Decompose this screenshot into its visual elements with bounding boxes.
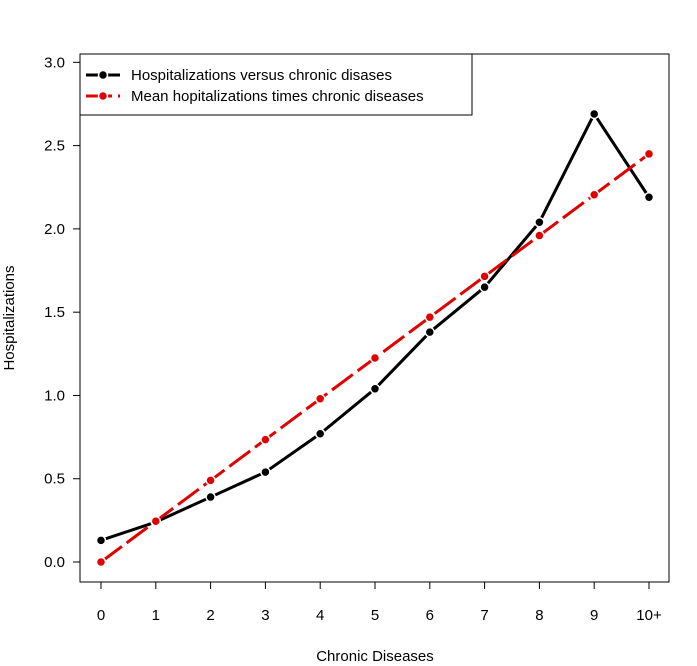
series-1-point-0 <box>95 556 107 568</box>
plot-frame <box>79 53 670 583</box>
series-1-point-10 <box>643 148 655 160</box>
series-1-point-4 <box>314 393 326 405</box>
series-1-point-1 <box>150 515 162 527</box>
legend-marker-0 <box>97 69 109 81</box>
y-tick-label-3: 1.5 <box>44 304 65 321</box>
y-axis-label: Hospitalizations <box>1 265 18 370</box>
legend-label-0: Hospitalizations versus chronic disases <box>131 67 392 84</box>
x-tick-label-0: 0 <box>97 607 105 624</box>
series-0-point-5 <box>369 383 381 395</box>
series-1-point-8 <box>534 230 545 241</box>
series-0-point-4 <box>314 428 326 440</box>
x-tick-label-9: 9 <box>590 607 598 624</box>
series-0-point-6 <box>424 326 436 338</box>
series-line-0 <box>100 112 651 542</box>
x-tick-label-7: 7 <box>480 607 488 624</box>
x-tick-label-8: 8 <box>535 607 543 624</box>
legend-box <box>79 53 473 116</box>
y-tick-label-4: 2.0 <box>44 221 65 238</box>
series-1-point-7 <box>479 271 490 282</box>
y-tick-label-0: 0.0 <box>44 554 65 571</box>
series-1-point-3 <box>260 434 271 445</box>
x-axis: 0 1 2 3 4 5 6 7 8 9 10+ <box>97 582 662 624</box>
series-1-point-6 <box>424 311 436 323</box>
y-tick-label-1: 0.5 <box>44 471 65 488</box>
x-tick-label-3: 3 <box>261 607 269 624</box>
y-tick-label-5: 2.5 <box>44 138 65 155</box>
series-0-point-3 <box>260 466 271 478</box>
series-0-point-9 <box>588 108 600 120</box>
legend-marker-1 <box>97 90 109 102</box>
series-1-point-5 <box>369 352 381 364</box>
x-tick-label-10: 10+ <box>636 607 662 624</box>
x-tick-label-4: 4 <box>316 607 324 624</box>
y-tick-label-6: 3.0 <box>44 54 65 71</box>
series-0-point-0 <box>95 535 107 546</box>
x-tick-label-2: 2 <box>206 607 214 624</box>
series-0-point-2 <box>205 491 216 503</box>
series-0-point-7 <box>479 281 490 293</box>
legend: Hospitalizations versus chronic disases M… <box>79 53 473 116</box>
series-1-point-9 <box>588 189 600 200</box>
series-layer <box>95 108 655 568</box>
x-axis-label: Chronic Diseases <box>316 648 434 665</box>
series-1-point-2 <box>205 475 216 486</box>
legend-label-1: Mean hopitalizations times chronic disea… <box>131 88 424 105</box>
y-axis: 0.0 0.5 1.0 1.5 2.0 2.5 3.0 <box>44 54 80 571</box>
series-0-point-10 <box>643 191 655 203</box>
x-tick-label-1: 1 <box>152 607 160 624</box>
x-tick-label-6: 6 <box>426 607 434 624</box>
series-0-point-8 <box>534 216 545 228</box>
x-tick-label-5: 5 <box>371 607 379 624</box>
y-tick-label-2: 1.0 <box>44 387 65 404</box>
